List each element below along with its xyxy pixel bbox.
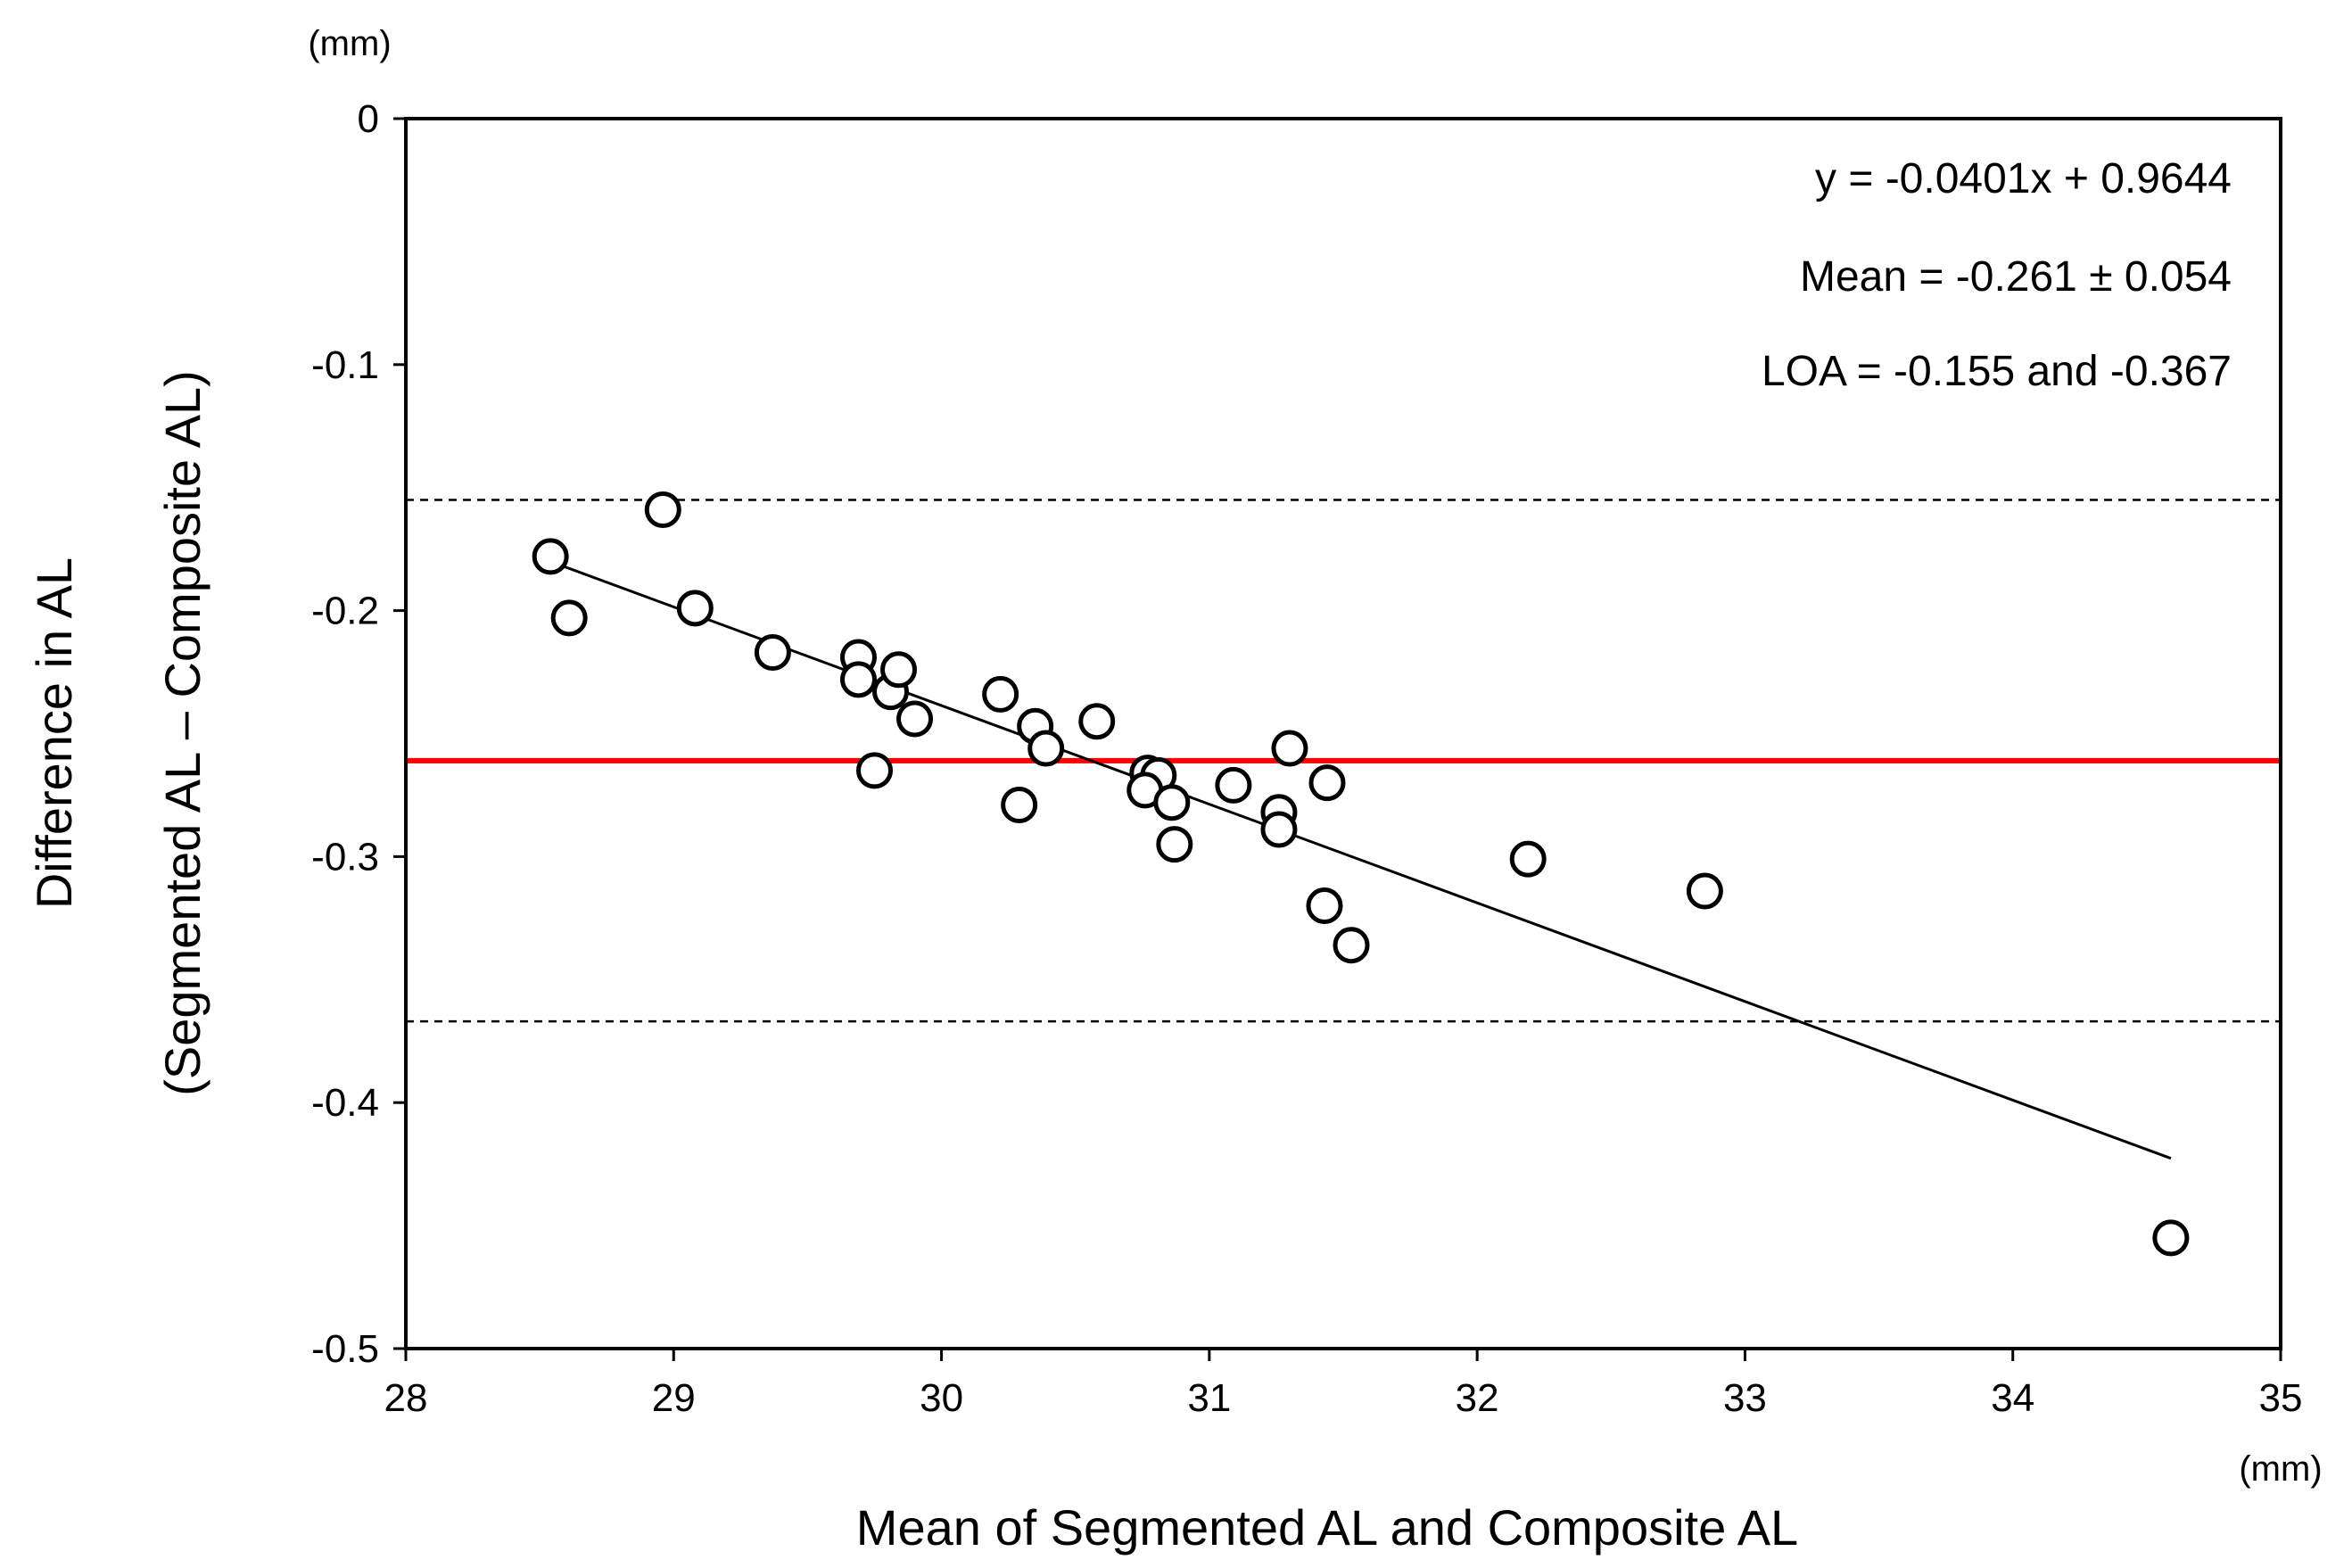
data-point <box>1153 784 1191 821</box>
y-axis-ticks: 0 -0.1 -0.2 -0.3 -0.4 -0.5 <box>311 97 406 1371</box>
plot-area-frame <box>404 117 2282 1350</box>
x-tick-label: 32 <box>1456 1376 1499 1420</box>
regression-equation-label: y = -0.0401x + 0.9644 <box>1815 155 2232 202</box>
data-point <box>896 700 934 738</box>
y-axis-title-line2: (Segmented AL – Composite AL) <box>154 370 210 1096</box>
x-tick-label: 31 <box>1187 1376 1231 1420</box>
data-point <box>880 651 918 689</box>
x-tick-label: 33 <box>1723 1376 1767 1420</box>
data-point <box>1156 826 1193 863</box>
y-unit-label: (mm) <box>308 24 391 63</box>
data-point <box>1509 840 1547 878</box>
data-point <box>644 491 681 529</box>
data-point <box>754 633 791 671</box>
data-point <box>856 752 893 789</box>
data-point <box>2152 1219 2190 1257</box>
y-tick-label: -0.1 <box>311 343 379 387</box>
x-tick-label: 28 <box>384 1376 428 1420</box>
x-unit-label: (mm) <box>2239 1449 2322 1489</box>
data-point <box>1078 703 1116 740</box>
y-tick-label: -0.2 <box>311 590 379 633</box>
mean-sd-label: Mean = -0.261 ± 0.054 <box>1800 253 2232 301</box>
data-point <box>1306 887 1343 925</box>
data-point <box>1027 730 1065 767</box>
loa-lines <box>406 499 2281 1023</box>
y-tick-label: -0.5 <box>311 1327 379 1371</box>
y-axis-title-line1: Difference in AL <box>26 557 82 909</box>
data-point <box>1260 811 1298 848</box>
data-point <box>1001 786 1038 823</box>
loa-label: LOA = -0.155 and -0.367 <box>1762 348 2232 395</box>
data-point <box>982 675 1019 713</box>
data-point <box>839 661 877 698</box>
data-point <box>1333 927 1370 964</box>
x-axis-ticks: 28 29 30 31 32 33 34 35 <box>384 1349 2303 1420</box>
data-point <box>1271 730 1308 767</box>
x-tick-label: 29 <box>652 1376 696 1420</box>
data-point <box>676 590 714 627</box>
x-tick-label: 30 <box>920 1376 963 1420</box>
data-points <box>532 491 2190 1257</box>
regression-line-group <box>549 560 2172 1160</box>
regression-line <box>549 560 2172 1160</box>
data-point <box>1308 764 1346 802</box>
data-point <box>1215 766 1252 804</box>
data-point <box>532 538 569 575</box>
x-tick-label: 34 <box>1991 1376 2034 1420</box>
data-point <box>1686 872 1723 910</box>
y-tick-label: -0.3 <box>311 835 379 879</box>
y-tick-label: -0.4 <box>311 1081 379 1125</box>
data-point <box>550 599 588 637</box>
x-tick-label: 35 <box>2259 1376 2303 1420</box>
x-axis-title: Mean of Segmented AL and Composite AL <box>856 1499 1798 1556</box>
y-tick-label: 0 <box>358 97 379 141</box>
